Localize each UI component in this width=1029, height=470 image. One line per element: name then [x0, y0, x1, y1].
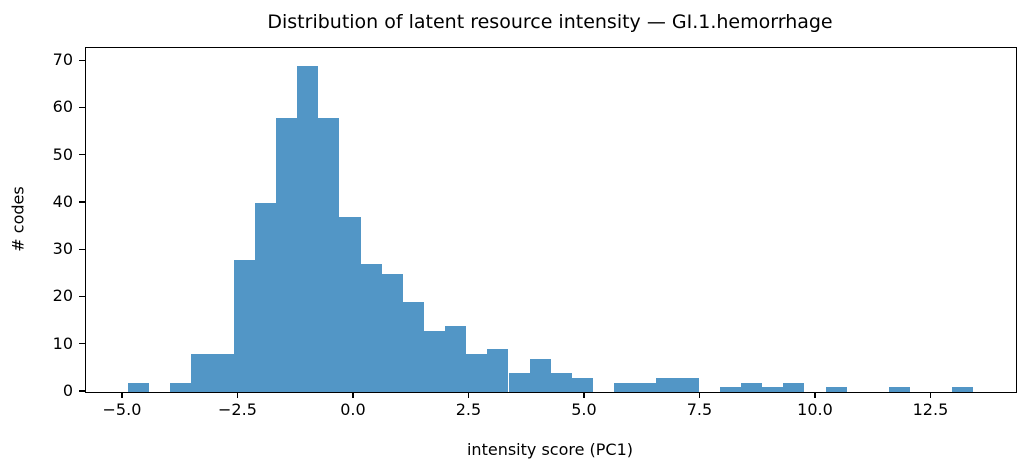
x-axis-tick: [121, 392, 123, 398]
y-axis-tick: [79, 295, 85, 298]
x-axis-tick-label: −5.0: [102, 400, 142, 419]
x-axis-tick: [467, 392, 470, 398]
y-axis-tick-label: 60: [52, 97, 73, 117]
histogram-bar: [170, 382, 192, 392]
histogram-bar: [297, 65, 319, 392]
y-axis-tick: [79, 59, 85, 61]
histogram-bar: [466, 354, 488, 392]
x-axis-label: intensity score (PC1): [466, 440, 633, 459]
histogram-bar: [423, 330, 446, 392]
histogram-bar: [952, 387, 974, 392]
histogram-bar: [529, 358, 551, 392]
x-axis-tick-label: 5.0: [571, 400, 597, 419]
x-axis-tick: [698, 392, 701, 398]
histogram-bar: [550, 373, 572, 392]
histogram-bar: [719, 387, 741, 392]
x-axis-tick: [814, 392, 816, 398]
histogram-bar: [339, 217, 361, 392]
histogram-bar: [402, 302, 424, 392]
histogram-bar: [233, 259, 255, 392]
y-axis-tick-label: 0: [62, 381, 73, 400]
x-axis-tick: [583, 392, 585, 398]
histogram-bar: [888, 387, 911, 392]
histogram-bar: [783, 382, 805, 392]
y-axis-tick-label: 40: [52, 191, 73, 211]
y-axis-tick-label: 20: [52, 286, 73, 306]
x-axis-tick: [929, 392, 932, 398]
x-axis-tick: [236, 392, 239, 398]
x-axis-tick-label: −2.5: [218, 400, 257, 419]
histogram-bar: [614, 382, 636, 392]
y-axis-tick: [79, 248, 85, 250]
x-axis-tick-label: 10.0: [797, 400, 833, 419]
chart-title: Distribution of latent resource intensit…: [267, 11, 833, 33]
y-axis-tick: [79, 106, 85, 109]
histogram-bar: [128, 382, 150, 392]
y-axis-tick-label: 70: [52, 50, 73, 70]
histogram-bar: [212, 354, 234, 392]
histogram-bar: [487, 349, 509, 392]
histogram-bar: [825, 387, 847, 392]
histogram-bar: [762, 387, 784, 392]
y-axis-label: # codes: [8, 186, 28, 252]
y-axis-tick: [79, 201, 85, 203]
histogram-bar: [508, 373, 530, 392]
histogram-bar: [381, 273, 403, 392]
y-axis-tick: [79, 343, 85, 345]
y-axis-tick-label: 10: [52, 333, 73, 353]
histogram-bar: [254, 203, 276, 392]
histogram-bar: [360, 264, 382, 392]
histogram-bar: [635, 382, 657, 392]
x-axis-tick-label: 0.0: [340, 400, 366, 419]
histogram-bar: [741, 382, 763, 392]
histogram-bar: [571, 377, 594, 392]
plot-area: [85, 47, 1017, 393]
x-axis-tick: [352, 392, 354, 398]
x-axis-tick-label: 7.5: [686, 400, 713, 419]
y-axis-tick-label: 50: [52, 144, 73, 164]
histogram-bar: [677, 377, 699, 392]
x-axis-tick-label: 2.5: [455, 400, 482, 419]
y-axis-tick: [79, 390, 85, 392]
x-axis-tick-label: 12.5: [912, 400, 949, 419]
histogram-bar: [445, 325, 467, 392]
histogram-bar: [656, 377, 678, 392]
histogram-bar: [318, 117, 340, 392]
y-axis-tick-label: 30: [52, 239, 73, 259]
histogram-bar: [191, 354, 213, 392]
histogram-bar: [276, 117, 298, 392]
y-axis-tick: [79, 154, 85, 156]
